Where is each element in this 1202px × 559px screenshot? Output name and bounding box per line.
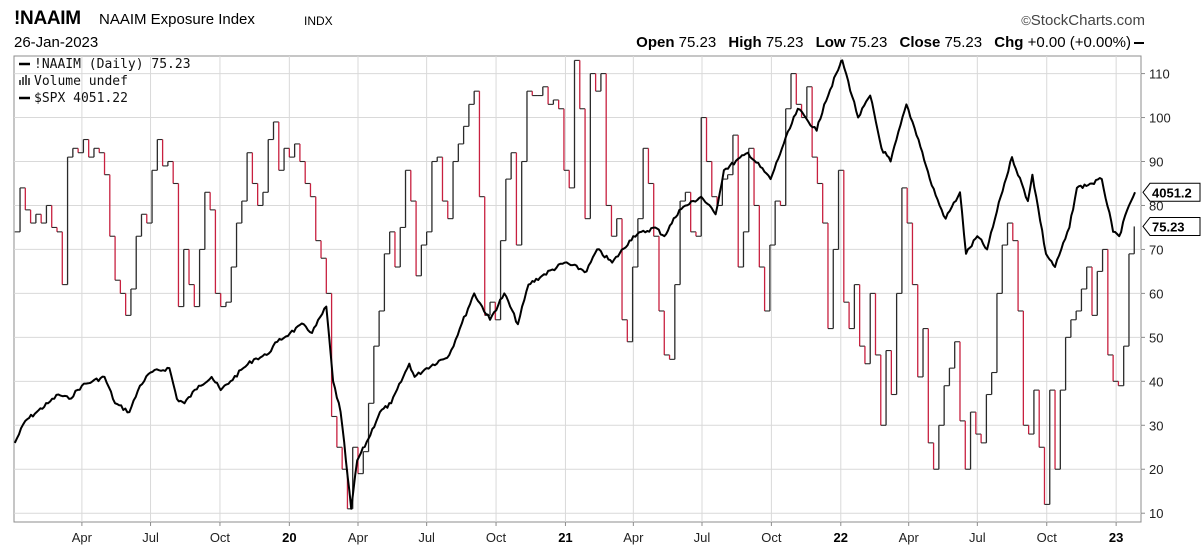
- grid-lines: [14, 56, 1141, 522]
- high-label: High: [728, 34, 762, 51]
- y-axis-ticks: 10 20 30 40 50 60 70 80 90 100 110: [1141, 67, 1171, 521]
- chart-symbol: !NAAIM: [14, 8, 81, 29]
- low-value: 75.23: [849, 34, 888, 51]
- y-tick-label: 90: [1149, 155, 1163, 170]
- legend-item: !NAAIM (Daily) 75.23: [19, 57, 191, 72]
- chg-value: +0.00 (+0.00%): [1027, 34, 1131, 51]
- x-tick-label: 23: [1109, 530, 1123, 545]
- plot-frame: [13, 55, 1142, 523]
- open-value: 75.23: [678, 34, 717, 51]
- legend-bar-icon: [19, 80, 21, 85]
- legend-text: Volume undef: [34, 74, 128, 89]
- x-tick-label: 22: [834, 530, 848, 545]
- x-tick-label: 20: [282, 530, 296, 545]
- x-axis-ticks: Apr Jul Oct 20 Apr Jul Oct 21 Apr Jul Oct 22 Apr Jul O…: [72, 522, 1123, 545]
- last-value-labels: 4051.2 75.23: [1142, 182, 1201, 236]
- y-tick-label: 20: [1149, 462, 1163, 477]
- x-tick-label: Jul: [969, 530, 986, 545]
- x-tick-label: Jul: [418, 530, 435, 545]
- y-tick-label: 40: [1149, 374, 1163, 389]
- chg-label: Chg: [994, 34, 1024, 51]
- x-tick-label: Apr: [623, 530, 644, 545]
- y-tick-label: 70: [1149, 242, 1163, 257]
- x-tick-label: Jul: [142, 530, 159, 545]
- last-value-tag: 4051.2: [1142, 182, 1201, 202]
- y-tick-label: 50: [1149, 330, 1163, 345]
- brand-label[interactable]: ©StockCharts.com: [1021, 12, 1145, 29]
- y-tick-label: 80: [1149, 198, 1163, 213]
- last-value-box: [1142, 216, 1201, 236]
- x-tick-label: Oct: [1037, 530, 1058, 545]
- chart-name: NAAIM Exposure Index: [99, 11, 255, 28]
- legend-item: Volume undef: [19, 74, 128, 89]
- series-dash-icon: [1134, 42, 1144, 45]
- x-tick-label: Apr: [899, 530, 920, 545]
- spx-line: [13, 59, 1136, 510]
- close-value: 75.23: [944, 34, 983, 51]
- x-tick-label: Apr: [72, 530, 93, 545]
- y-tick-label: 10: [1149, 506, 1163, 521]
- x-tick-label: Oct: [210, 530, 231, 545]
- x-tick-label: Oct: [486, 530, 507, 545]
- legend-text: !NAAIM (Daily) 75.23: [34, 57, 191, 72]
- legend-bar-icon: [25, 75, 27, 85]
- brand-text: StockCharts.com: [1030, 12, 1145, 29]
- x-tick-label: Jul: [694, 530, 711, 545]
- y-tick-label: 30: [1149, 418, 1163, 433]
- x-tick-label: Apr: [348, 530, 369, 545]
- spx-series: [13, 59, 1136, 510]
- legend-item: $SPX 4051.22: [19, 91, 128, 106]
- y-tick-label: 110: [1149, 67, 1170, 82]
- chart-exchange: INDX: [304, 14, 333, 28]
- x-tick-label: Oct: [761, 530, 782, 545]
- high-value: 75.23: [765, 34, 804, 51]
- legend: !NAAIM (Daily) 75.23 Volume undef $SPX 405…: [19, 57, 191, 106]
- open-label: Open: [636, 34, 675, 51]
- last-value-box: [1142, 182, 1201, 202]
- y-tick-label: 100: [1149, 111, 1171, 126]
- naaim-series: [14, 59, 1135, 510]
- legend-bar-icon: [28, 78, 30, 85]
- y-tick-label: 60: [1149, 286, 1163, 301]
- chart-date: 26-Jan-2023: [14, 34, 99, 51]
- last-value-text: 75.23: [1152, 219, 1185, 234]
- copyright-icon: ©: [1021, 13, 1031, 28]
- legend-bar-icon: [22, 77, 24, 85]
- legend-text: $SPX 4051.22: [34, 91, 128, 106]
- low-label: Low: [815, 34, 846, 51]
- last-value-tag: 75.23: [1142, 216, 1201, 236]
- x-tick-label: 21: [558, 530, 572, 545]
- close-label: Close: [899, 34, 941, 51]
- ohlc-readout: Open 75.23 High 75.23 Low 75.23 Close 75…: [636, 34, 1144, 51]
- last-value-text: 4051.2: [1152, 185, 1192, 200]
